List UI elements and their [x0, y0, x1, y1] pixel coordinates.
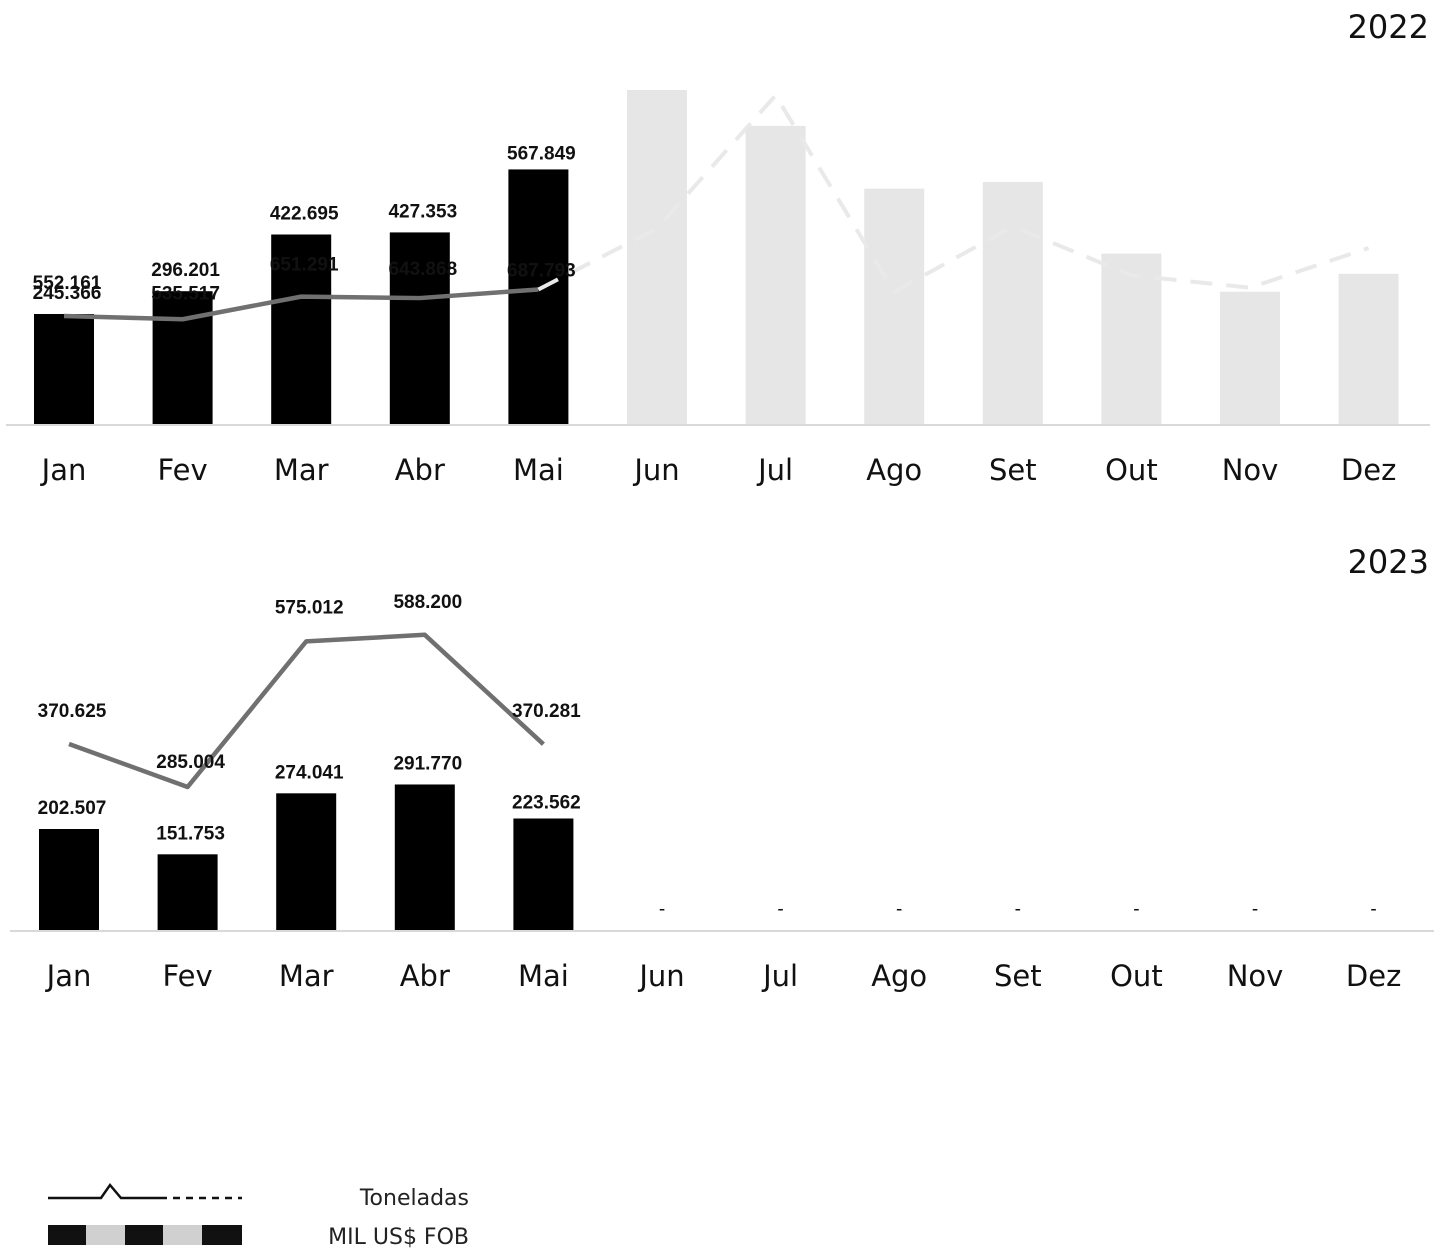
month-label-jul: Jul — [756, 453, 793, 487]
bar-value-label-mai: 223.562 — [512, 792, 581, 813]
bar-set — [982, 181, 1043, 424]
bar-fev — [157, 854, 218, 930]
bar-value-label-out: - — [1133, 899, 1139, 920]
month-label-abr: Abr — [400, 959, 450, 993]
bar-mar — [276, 793, 337, 930]
bar-value-label-mai: 567.849 — [507, 143, 576, 164]
month-label-mar: Mar — [274, 453, 329, 487]
bar-series-2023 — [39, 784, 574, 930]
bar-value-label-mar: 274.041 — [275, 762, 344, 783]
bar-ago — [864, 188, 925, 424]
bar-jun — [627, 90, 687, 424]
toneladas-line — [68, 632, 545, 790]
line-value-label-mai: 687.793 — [507, 260, 576, 281]
month-label-jul: Jul — [761, 959, 798, 993]
bar-mai — [508, 169, 569, 424]
bar-mar — [271, 234, 332, 424]
bar-value-label-jan: 202.507 — [38, 798, 107, 819]
month-label-jun: Jun — [637, 959, 684, 993]
legend-mil-us-fob-label: MIL US$ FOB — [328, 1225, 469, 1249]
month-label-mai: Mai — [518, 959, 569, 993]
bar-fev — [152, 291, 213, 424]
toneladas-line — [63, 287, 539, 322]
chart-2022: 2022 245.366 296.201 422.695 427.353 567.849… — [6, 8, 1430, 487]
month-label-out: Out — [1110, 959, 1163, 993]
line-value-label-jan: 370.625 — [38, 701, 107, 722]
bar-mai — [513, 818, 574, 930]
bar-value-label-fev: 296.201 — [151, 260, 220, 281]
toneladas-line-future — [537, 92, 1370, 295]
bar-value-label-jul: - — [777, 899, 783, 920]
bar-value-label-ago: - — [896, 899, 902, 920]
bar-value-label-abr: 427.353 — [388, 201, 457, 222]
line-value-label-abr: 643.868 — [388, 259, 457, 280]
data-labels-2022: 245.366 296.201 422.695 427.353 567.849 552.1… — [33, 143, 576, 304]
bar-out — [1101, 253, 1162, 424]
bar-jul — [745, 125, 806, 424]
month-label-set: Set — [989, 453, 1037, 487]
line-value-label-mar: 575.012 — [275, 597, 344, 618]
line-value-label-abr: 588.200 — [393, 592, 462, 613]
x-ticks-2023: Jan Fev Mar Abr Mai Jun Jul Ago Set Out Nov Dez — [45, 959, 1402, 993]
line-series-2022 — [63, 92, 1370, 322]
bar-dez — [1338, 273, 1399, 424]
bar-value-label-abr: 291.770 — [393, 753, 462, 774]
bar-jan — [39, 829, 99, 930]
line-value-label-jan: 552.161 — [33, 273, 102, 294]
month-label-ago: Ago — [866, 453, 922, 487]
month-label-dez: Dez — [1346, 959, 1401, 993]
bar-value-label-jun: - — [659, 899, 665, 920]
line-value-label-mar: 651.291 — [270, 255, 339, 276]
bar-series-2022 — [34, 90, 1399, 424]
bar-value-label-set: - — [1015, 899, 1021, 920]
line-value-label-mai: 370.281 — [512, 701, 581, 722]
month-label-jan: Jan — [40, 453, 87, 487]
line-value-label-fev: 535.517 — [151, 283, 220, 304]
bar-value-label-jan: 245.366 — [33, 283, 102, 304]
bar-value-label-fev: 151.753 — [156, 823, 225, 844]
month-label-ago: Ago — [871, 959, 927, 993]
x-ticks-2022: Jan Fev Mar Abr Mai Jun Jul Ago Set Out Nov Dez — [40, 453, 1397, 487]
month-label-fev: Fev — [163, 959, 213, 993]
line-series-2023 — [68, 632, 545, 790]
month-label-jun: Jun — [632, 453, 679, 487]
bar-abr — [389, 232, 450, 424]
month-label-jan: Jan — [45, 959, 92, 993]
month-label-nov: Nov — [1227, 959, 1284, 993]
data-labels-2023: 202.507 151.753 274.041 291.770 223.562 - - - - -… — [38, 592, 1377, 920]
bar-nov — [1220, 291, 1280, 424]
legend-line-swatch — [48, 1182, 242, 1200]
legend: Toneladas MIL US$ FOB — [48, 1182, 469, 1249]
legend-bar-swatch — [48, 1225, 242, 1245]
legend-toneladas-label: Toneladas — [359, 1186, 469, 1211]
bar-value-label-dez: - — [1370, 899, 1376, 920]
month-label-out: Out — [1105, 453, 1158, 487]
chart-2023-title: 2023 — [1348, 543, 1429, 581]
month-label-mar: Mar — [279, 959, 334, 993]
month-label-nov: Nov — [1222, 453, 1279, 487]
line-value-label-fev: 285.004 — [156, 752, 225, 773]
month-label-mai: Mai — [513, 453, 564, 487]
chart-2023: 2023 202.507 151.753 274.041 291.770 223.562… — [10, 543, 1434, 993]
month-label-set: Set — [994, 959, 1042, 993]
bar-value-label-nov: - — [1252, 899, 1258, 920]
bar-value-label-mar: 422.695 — [270, 204, 339, 225]
chart-2022-title: 2022 — [1348, 8, 1429, 46]
month-label-dez: Dez — [1341, 453, 1396, 487]
bar-jan — [34, 314, 94, 424]
month-label-abr: Abr — [395, 453, 445, 487]
bar-abr — [394, 784, 455, 930]
month-label-fev: Fev — [158, 453, 208, 487]
